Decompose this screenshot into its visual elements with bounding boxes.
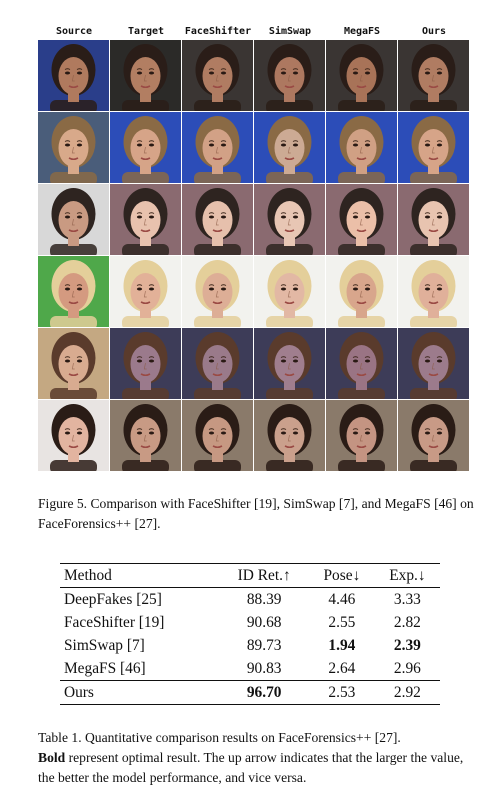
cell-method: SimSwap [7] [64, 636, 145, 654]
table-row: SimSwap [7] 89.73 1.94 2.39 [60, 634, 440, 657]
face-thumbnail-simswap [254, 400, 325, 471]
table-row: FaceShifter [19] 90.68 2.55 2.82 [60, 611, 440, 634]
face-thumbnail-simswap [254, 184, 325, 255]
cell-id-ret: 90.83 [246, 659, 282, 677]
cell-exp: 2.96 [393, 659, 421, 677]
cell-id-ret: 96.70 [246, 683, 282, 701]
column-label-source: Source [55, 26, 93, 37]
cell-pose: 2.55 [328, 613, 356, 631]
table-caption-bold-word: Bold [38, 750, 66, 765]
header-exp: Exp.↓ [389, 566, 426, 584]
face-thumbnail-megafs [326, 328, 397, 399]
figure-column-headers: Source Target FaceShifter SimSwap MegaFS… [38, 26, 472, 40]
face-thumbnail-target [110, 256, 181, 327]
face-thumbnail-faceshifter [182, 256, 253, 327]
figure-caption: Figure 5. Comparison with FaceShifter [1… [38, 496, 474, 531]
table-row: Ours 96.70 2.53 2.92 [60, 680, 440, 705]
column-label-ours: Ours [421, 26, 447, 37]
cell-pose: 4.46 [328, 590, 356, 608]
cell-pose: 2.53 [328, 683, 356, 701]
header-method: Method [64, 566, 112, 584]
cell-exp: 2.39 [393, 636, 421, 654]
face-thumbnail-faceshifter [182, 400, 253, 471]
column-label-simswap: SimSwap [268, 26, 312, 37]
cell-id-ret: 90.68 [246, 613, 282, 631]
header-id-ret: ID Ret.↑ [237, 566, 291, 584]
table-caption-rest: represent optimal result. The up arrow i… [38, 750, 464, 785]
face-thumbnail-ours [398, 112, 469, 183]
face-comparison-grid [38, 40, 472, 474]
face-thumbnail-ours [398, 256, 469, 327]
face-thumbnail-source [38, 112, 109, 183]
table-caption-prefix: Table 1. Quantitative comparison results… [38, 730, 401, 745]
cell-id-ret: 89.73 [246, 636, 282, 654]
cell-pose: 1.94 [328, 636, 356, 654]
face-thumbnail-source [38, 400, 109, 471]
face-thumbnail-megafs [326, 112, 397, 183]
face-thumbnail-simswap [254, 328, 325, 399]
column-label-faceshifter: FaceShifter [184, 26, 252, 37]
face-thumbnail-megafs [326, 400, 397, 471]
table-row: MegaFS [46] 90.83 2.64 2.96 [60, 657, 440, 681]
cell-id-ret: 88.39 [246, 590, 282, 608]
cell-exp: 3.33 [393, 590, 421, 608]
face-thumbnail-faceshifter [182, 328, 253, 399]
face-thumbnail-source [38, 40, 109, 111]
face-thumbnail-target [110, 184, 181, 255]
face-thumbnail-megafs [326, 184, 397, 255]
face-thumbnail-simswap [254, 40, 325, 111]
face-thumbnail-ours [398, 40, 469, 111]
cell-exp: 2.92 [393, 683, 421, 701]
face-thumbnail-target [110, 112, 181, 183]
column-label-target: Target [127, 26, 165, 37]
face-thumbnail-ours [398, 328, 469, 399]
face-thumbnail-target [110, 328, 181, 399]
cell-method: FaceShifter [19] [64, 613, 165, 631]
cell-method: DeepFakes [25] [64, 590, 162, 608]
cell-method: MegaFS [46] [64, 659, 146, 677]
face-thumbnail-ours [398, 400, 469, 471]
face-thumbnail-ours [398, 184, 469, 255]
face-thumbnail-megafs [326, 40, 397, 111]
table-caption: Table 1. Quantitative comparison results… [38, 728, 478, 788]
cell-pose: 2.64 [328, 659, 356, 677]
face-thumbnail-megafs [326, 256, 397, 327]
face-thumbnail-simswap [254, 256, 325, 327]
header-pose: Pose↓ [323, 566, 361, 584]
face-thumbnail-target [110, 40, 181, 111]
cell-method: Ours [64, 683, 94, 701]
cell-exp: 2.82 [393, 613, 421, 631]
face-thumbnail-simswap [254, 112, 325, 183]
table-header-row: Method ID Ret.↑ Pose↓ Exp.↓ [60, 563, 440, 588]
face-thumbnail-faceshifter [182, 112, 253, 183]
results-table: Method ID Ret.↑ Pose↓ Exp.↓ DeepFakes [2… [60, 563, 440, 705]
face-thumbnail-target [110, 400, 181, 471]
face-thumbnail-source [38, 328, 109, 399]
table-row: DeepFakes [25] 88.39 4.46 3.33 [60, 587, 440, 612]
face-thumbnail-faceshifter [182, 40, 253, 111]
face-thumbnail-source [38, 256, 109, 327]
face-thumbnail-source [38, 184, 109, 255]
face-thumbnail-faceshifter [182, 184, 253, 255]
column-label-megafs: MegaFS [343, 26, 381, 37]
